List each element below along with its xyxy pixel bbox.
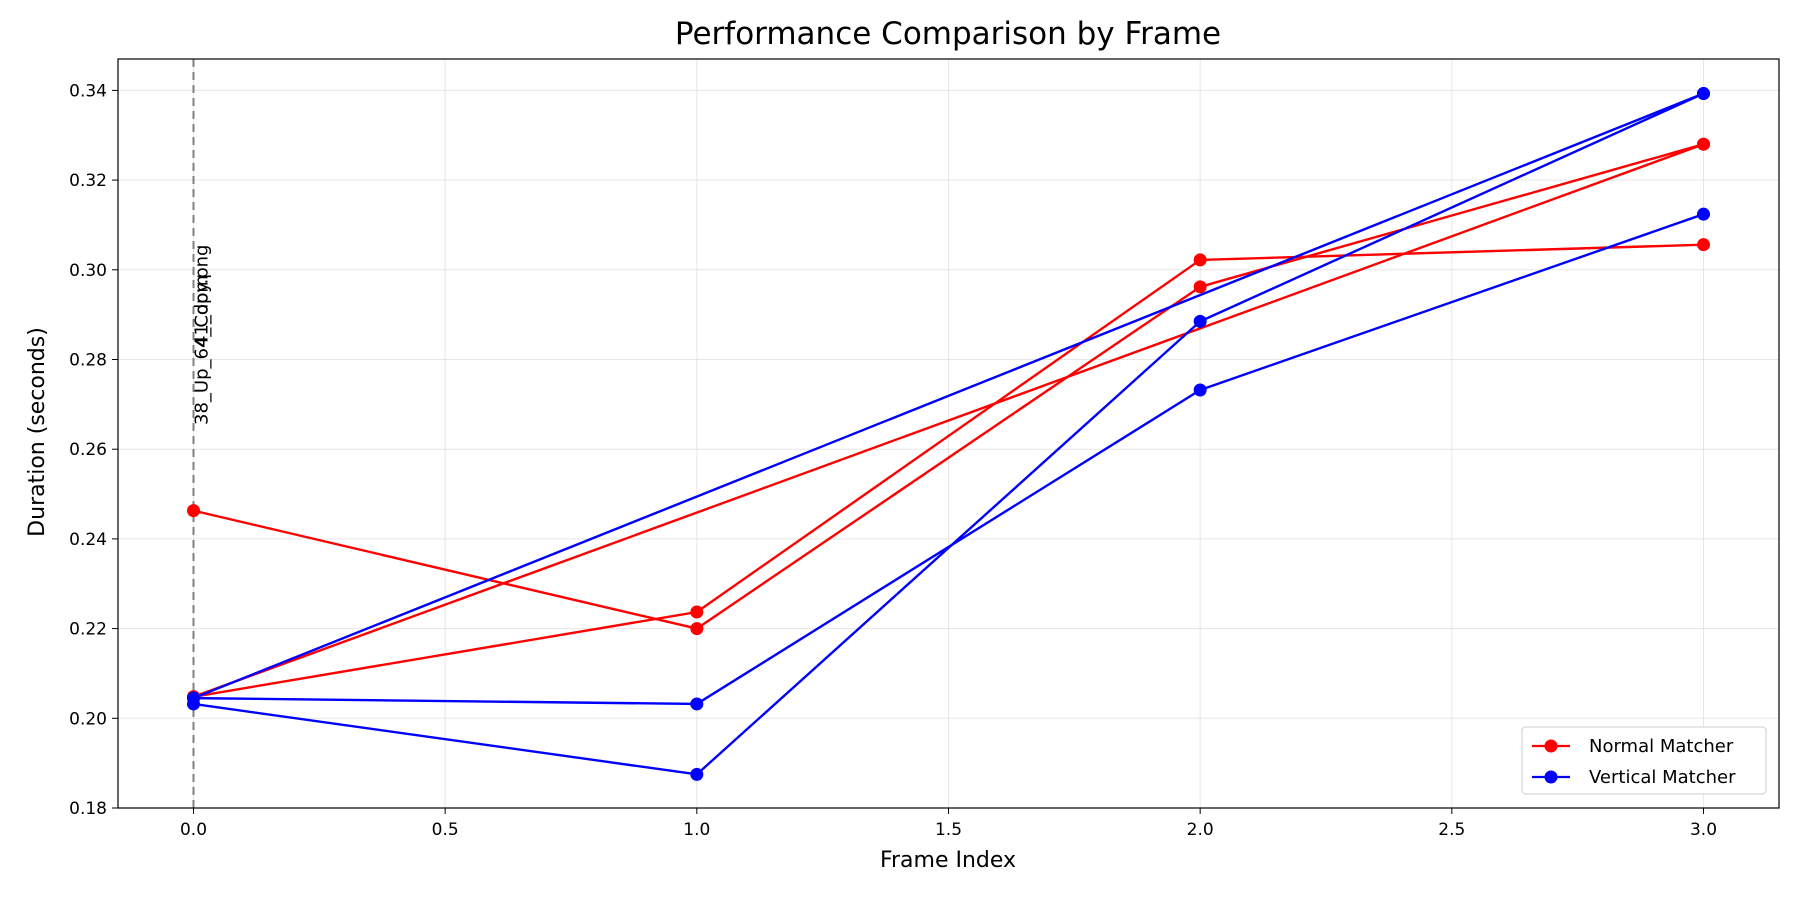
data-point	[690, 605, 704, 619]
data-point	[1697, 207, 1710, 221]
y-tick-label: 0.20	[69, 709, 107, 729]
y-tick-label: 0.22	[69, 620, 107, 640]
data-point	[690, 767, 704, 781]
x-tick-label: 0.0	[180, 820, 207, 840]
data-point	[690, 622, 704, 636]
y-tick-label: 0.32	[69, 171, 107, 191]
legend-box	[1521, 726, 1767, 795]
data-point	[1697, 137, 1710, 151]
y-tick-label: 0.18	[69, 799, 107, 819]
legend-normal-marker	[1544, 739, 1558, 753]
y-tick-label: 0.28	[69, 350, 107, 370]
data-point	[1193, 314, 1207, 328]
data-point	[1697, 238, 1710, 252]
legend: Normal Matcher Vertical Matcher	[1521, 726, 1767, 795]
data-point	[1193, 383, 1207, 397]
series-lines	[187, 87, 1710, 781]
legend-label-normal: Normal Matcher	[1589, 736, 1734, 757]
y-axis-ticks: 0.18 0.20 0.22 0.24 0.26 0.28 0.30 0.32 0.34	[69, 81, 118, 819]
y-tick-label: 0.26	[69, 440, 107, 460]
data-point	[1193, 280, 1207, 294]
data-point	[187, 504, 200, 518]
y-axis-label: Duration (seconds)	[25, 327, 50, 537]
x-axis-ticks: 0.0 0.5 1.0 1.5 2.0 2.5 3.0	[180, 808, 1717, 840]
series-line	[193, 143, 1704, 698]
legend-label-vertical: Vertical Matcher	[1589, 767, 1736, 788]
x-tick-label: 1.0	[683, 820, 710, 840]
x-tick-label: 2.0	[1187, 820, 1214, 840]
annotation-label: 38_Up_64_Copy.png	[192, 245, 213, 425]
data-point	[187, 691, 200, 705]
y-tick-label: 0.30	[69, 261, 107, 281]
data-point	[690, 697, 704, 711]
series-line	[193, 92, 1704, 700]
x-tick-label: 1.5	[935, 820, 962, 840]
legend-vertical-marker	[1544, 770, 1558, 784]
series-line	[193, 92, 1704, 776]
chart-title: Performance Comparison by Frame	[675, 16, 1221, 52]
x-tick-label: 0.5	[432, 820, 459, 840]
y-tick-label: 0.34	[69, 81, 107, 101]
x-tick-label: 2.5	[1438, 820, 1465, 840]
y-tick-label: 0.24	[69, 530, 107, 550]
data-point	[1697, 87, 1710, 101]
x-axis-label: Frame Index	[880, 848, 1016, 873]
annotation-label-overlap: 41_dom	[192, 275, 213, 347]
x-tick-label: 3.0	[1690, 820, 1717, 840]
series-line	[193, 143, 1704, 630]
data-point	[1193, 253, 1207, 267]
series-line	[193, 243, 1704, 698]
